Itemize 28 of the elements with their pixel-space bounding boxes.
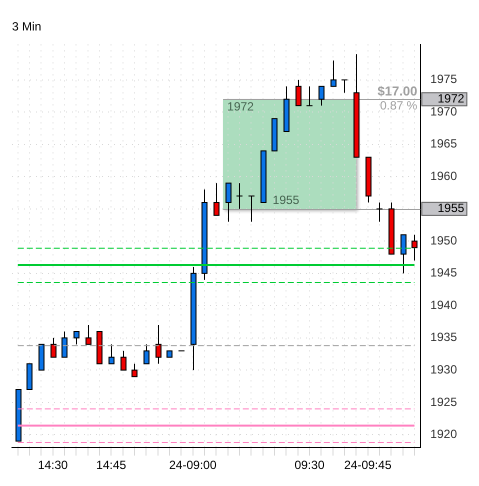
ref-line-label: 1955 — [272, 193, 300, 208]
y-tick-label: 1925 — [430, 394, 458, 409]
annotation: $17.00 — [378, 83, 418, 98]
y-tick-label: 1965 — [430, 136, 458, 151]
x-tick-label: 09:30 — [294, 458, 325, 472]
annotation: 0.87 % — [380, 98, 418, 113]
y-tick-label: 1940 — [430, 298, 458, 312]
ref-line-label: 1972 — [227, 100, 254, 114]
y-tick-label: 1975 — [430, 72, 458, 86]
text: 1972 — [438, 92, 464, 106]
x-tick-label: 24-09:00 — [169, 458, 217, 472]
y-tick-label: 1930 — [430, 362, 458, 376]
y-tick-label: 1945 — [430, 266, 458, 280]
y-tick-label: 1960 — [430, 168, 458, 183]
candlestick — [376, 202, 383, 222]
x-tick-label: 14:45 — [96, 458, 126, 472]
y-tick-label: 1970 — [430, 104, 458, 118]
candlestick — [341, 79, 348, 94]
chart-title: 3 Min — [12, 20, 42, 34]
y-tick-label: 1935 — [430, 330, 458, 344]
x-tick-label: 24-09:45 — [344, 458, 392, 472]
candlestick — [306, 86, 313, 106]
y-tick-label: 1920 — [430, 427, 458, 442]
y-tick-label: 1950 — [430, 233, 458, 248]
text: 1955 — [438, 201, 464, 216]
x-tick-label: 14:30 — [38, 458, 68, 472]
candlestick — [236, 182, 243, 210]
candlestick — [248, 196, 255, 222]
